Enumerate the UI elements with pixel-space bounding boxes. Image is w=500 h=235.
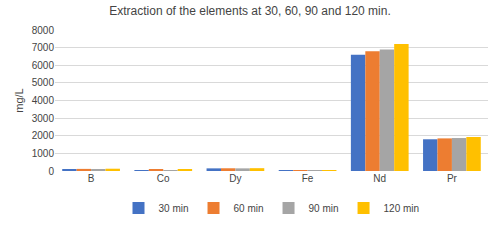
svg-text:7000: 7000 [32, 42, 55, 53]
svg-text:2000: 2000 [32, 130, 55, 141]
svg-text:30 min: 30 min [159, 203, 189, 214]
svg-text:mg/L: mg/L [13, 88, 25, 112]
svg-text:Nd: Nd [373, 173, 386, 184]
svg-text:3000: 3000 [32, 113, 55, 124]
svg-text:1000: 1000 [32, 148, 55, 159]
svg-text:B: B [88, 173, 95, 184]
svg-text:Extraction of the elements at: Extraction of the elements at 30, 60, 90… [109, 4, 391, 18]
svg-text:120 min: 120 min [384, 203, 420, 214]
svg-text:60 min: 60 min [234, 203, 264, 214]
svg-text:8000: 8000 [32, 25, 55, 36]
svg-text:Dy: Dy [229, 173, 241, 184]
svg-text:4000: 4000 [32, 95, 55, 106]
svg-text:Fe: Fe [302, 173, 314, 184]
svg-text:Co: Co [157, 173, 170, 184]
svg-text:Pr: Pr [447, 173, 458, 184]
svg-text:90 min: 90 min [309, 203, 339, 214]
svg-text:6000: 6000 [32, 60, 55, 71]
svg-text:0: 0 [48, 166, 54, 177]
svg-text:5000: 5000 [32, 77, 55, 88]
